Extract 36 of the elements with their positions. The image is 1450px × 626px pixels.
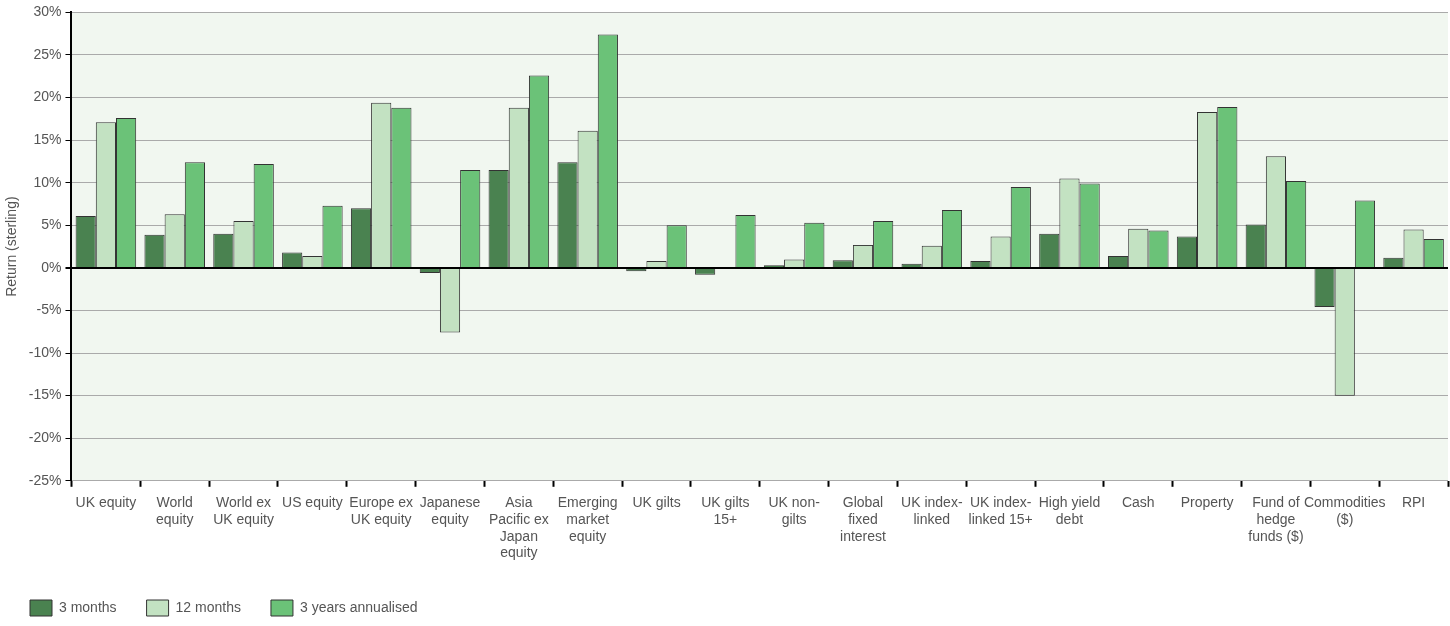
x-tick-label: UK equity [75,494,137,511]
x-tick-label: World ex UK equity [213,494,274,527]
y-tick-label: -15% [28,386,62,403]
x-tick-label: UK gilts [632,494,681,511]
x-tick-label: Japanese equity [419,494,481,527]
y-tick-label: -10% [28,343,62,360]
y-tick-label: -25% [28,471,62,488]
x-tick-label: UK index-linked [901,494,963,527]
x-tick-label: World equity [156,494,194,527]
y-tick-label: 25% [33,45,62,62]
x-tick-label: Fund of hedge funds ($) [1248,494,1304,544]
y-tick-label: 0% [41,258,62,275]
legend-label: 12 months [175,598,241,615]
y-tick-label: 30% [33,3,62,20]
y-tick-label: 5% [41,216,62,233]
x-tick-label: US equity [282,494,343,511]
x-tick-label: RPI [1401,494,1426,511]
x-tick-label: UK index-linked 15+ [968,494,1033,527]
x-tick-label: Global fixed interest [840,494,887,544]
y-tick-label: -5% [36,301,62,318]
x-tick-label: Cash [1121,494,1155,511]
x-tick-label: Europe ex UK equity [349,494,414,527]
x-tick-label: Commodities ($) [1303,494,1386,527]
x-tick-label: UK gilts 15+ [701,494,750,527]
y-tick-label: 10% [33,173,62,190]
x-tick-label: Property [1180,494,1234,511]
y-axis-title: Return (sterling) [3,196,20,297]
x-tick-label: Asia Pacific ex Japan equity [488,494,549,561]
y-tick-label: 15% [33,131,62,147]
x-tick-label: Emerging market equity [557,494,618,544]
x-tick-label: UK non-gilts [768,494,821,527]
x-tick-label: High yield debt [1038,494,1101,527]
y-tick-label: -20% [28,429,62,446]
legend-label: 3 months [59,598,117,615]
legend-label: 3 years annualised [299,598,418,615]
y-tick-label: 20% [33,88,62,105]
